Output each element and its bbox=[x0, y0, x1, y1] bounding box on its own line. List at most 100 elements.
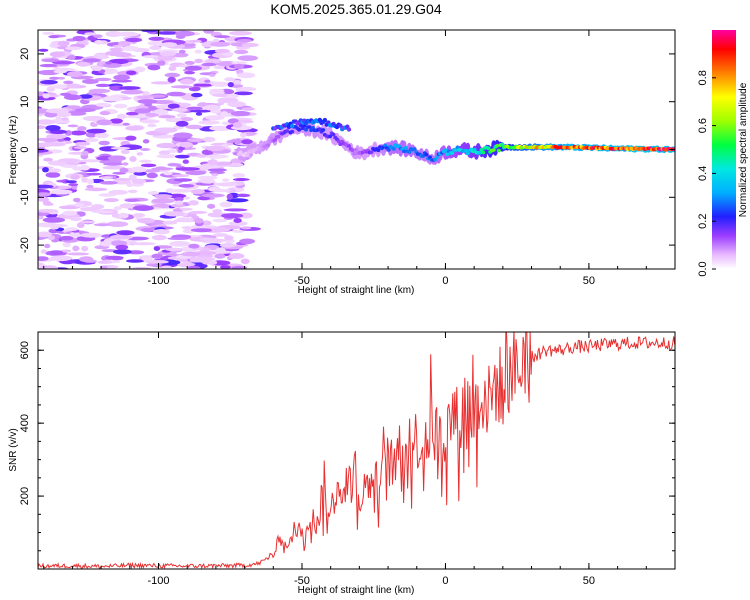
heatmap-ridge-core bbox=[464, 149, 469, 153]
heatmap-speckle bbox=[232, 122, 243, 128]
heatmap-speckle bbox=[42, 217, 66, 223]
heatmap-ridge-core bbox=[434, 155, 439, 160]
heatmap-speckle bbox=[41, 58, 60, 63]
heatmap-speckle bbox=[154, 127, 178, 133]
heatmap-speckle bbox=[194, 218, 204, 224]
heatmap-speckle bbox=[70, 130, 87, 136]
heatmap-speckle bbox=[230, 110, 251, 117]
heatmap-ridge-core bbox=[491, 148, 496, 152]
heatmap-speckle bbox=[90, 204, 105, 210]
heatmap-speckle bbox=[193, 83, 214, 87]
heatmap-speckle bbox=[205, 58, 222, 64]
heatmap-speckle bbox=[91, 210, 115, 214]
heatmap-speckle bbox=[49, 255, 73, 262]
heatmap-speckle bbox=[164, 72, 181, 78]
heatmap-speckle bbox=[118, 86, 141, 90]
heatmap-speckle bbox=[137, 217, 155, 224]
heatmap-speckle bbox=[145, 260, 169, 264]
heatmap-speckle bbox=[93, 34, 103, 38]
heatmap-speckle bbox=[209, 170, 226, 175]
heatmap-ridge-core bbox=[328, 134, 333, 139]
heatmap-speckle bbox=[184, 60, 195, 65]
heatmap-ridge-core bbox=[245, 153, 250, 158]
heatmap-speckle bbox=[168, 193, 187, 199]
colorbar-tick-label: 0.4 bbox=[697, 166, 709, 181]
heatmap-speckle bbox=[205, 154, 229, 159]
heatmap-speckle bbox=[139, 159, 152, 163]
heatmap-speckle bbox=[177, 102, 192, 108]
heatmap-speckle bbox=[170, 85, 194, 89]
heatmap-speckle bbox=[81, 176, 89, 183]
heatmap-speckle bbox=[38, 209, 59, 213]
heatmap-speckle bbox=[103, 198, 119, 203]
heatmap-ridge-core bbox=[403, 146, 408, 150]
heatmap-speckle bbox=[82, 58, 101, 63]
heatmap-speckle bbox=[222, 178, 230, 182]
heatmap-speckle bbox=[180, 251, 201, 257]
heatmap-speckle bbox=[202, 136, 216, 143]
x-tick-label: 0 bbox=[442, 575, 448, 587]
heatmap-speckle bbox=[86, 172, 102, 176]
heatmap-speckle bbox=[113, 178, 132, 181]
heatmap-speckle bbox=[109, 85, 125, 91]
heatmap-speckle bbox=[153, 194, 173, 199]
heatmap-speckle bbox=[227, 82, 234, 88]
colorbar-label: Normalized spectral amplitude bbox=[738, 82, 749, 217]
heatmap-speckle bbox=[211, 173, 219, 177]
heatmap-ridge-core bbox=[477, 150, 482, 155]
heatmap-speckle bbox=[111, 79, 133, 83]
heatmap-speckle bbox=[38, 108, 51, 114]
snr-panel: -100 -50 0 50 200 400 600 Height of straight … bbox=[8, 331, 676, 596]
heatmap-speckle bbox=[226, 193, 233, 200]
heatmap-speckle bbox=[98, 140, 110, 146]
heatmap-speckle bbox=[137, 99, 158, 104]
heatmap-speckle bbox=[175, 120, 189, 127]
x-tick-label: -100 bbox=[147, 275, 169, 287]
heatmap-speckle bbox=[175, 154, 190, 159]
heatmap-speckle bbox=[187, 138, 204, 143]
heatmap-ridge-core bbox=[445, 152, 450, 156]
heatmap-ridge-core bbox=[428, 155, 432, 159]
heatmap-speckle bbox=[141, 30, 159, 33]
heatmap-speckle bbox=[77, 222, 85, 229]
heatmap-speckle bbox=[169, 240, 191, 247]
heatmap-speckle bbox=[111, 212, 120, 218]
heatmap-speckle bbox=[232, 178, 250, 181]
heatmap-speckle bbox=[189, 109, 213, 113]
heatmap-speckle bbox=[93, 223, 111, 227]
heatmap-speckle bbox=[153, 108, 169, 115]
heatmap-speckle bbox=[49, 189, 73, 195]
heatmap-speckle bbox=[161, 42, 178, 48]
heatmap-speckle bbox=[231, 265, 247, 269]
heatmap-speckle bbox=[181, 226, 194, 230]
heatmap-speckle bbox=[201, 220, 212, 226]
heatmap-speckle bbox=[167, 76, 176, 83]
heatmap-speckle bbox=[175, 167, 197, 171]
heatmap-speckle bbox=[190, 189, 205, 195]
heatmap-speckle bbox=[240, 226, 252, 230]
heatmap-speckle bbox=[191, 92, 203, 98]
heatmap-speckle bbox=[58, 158, 81, 163]
heatmap-speckle bbox=[174, 197, 184, 202]
heatmap-speckle bbox=[201, 193, 225, 198]
heatmap-speckle bbox=[151, 234, 167, 241]
heatmap-speckle bbox=[208, 186, 221, 192]
heatmap-speckle bbox=[94, 132, 109, 139]
heatmap-speckle bbox=[38, 119, 56, 125]
heatmap-speckle bbox=[199, 179, 216, 184]
heatmap-speckle bbox=[66, 105, 81, 109]
heatmap-speckle bbox=[109, 118, 123, 124]
heatmap-speckle bbox=[233, 63, 245, 69]
heatmap-speckle bbox=[56, 111, 72, 118]
heatmap-speckle bbox=[203, 30, 215, 34]
heatmap-speckle bbox=[113, 206, 123, 211]
heatmap-speckle bbox=[209, 88, 225, 92]
heatmap-speckle bbox=[120, 149, 130, 155]
heatmap-speckle bbox=[115, 244, 129, 250]
heatmap-ridge-core bbox=[297, 127, 302, 132]
heatmap-speckle bbox=[113, 74, 131, 81]
heatmap-speckle bbox=[228, 253, 245, 259]
heatmap-speckle bbox=[97, 260, 113, 264]
heatmap-speckle bbox=[165, 247, 184, 252]
heatmap-ridge-core bbox=[376, 148, 381, 153]
